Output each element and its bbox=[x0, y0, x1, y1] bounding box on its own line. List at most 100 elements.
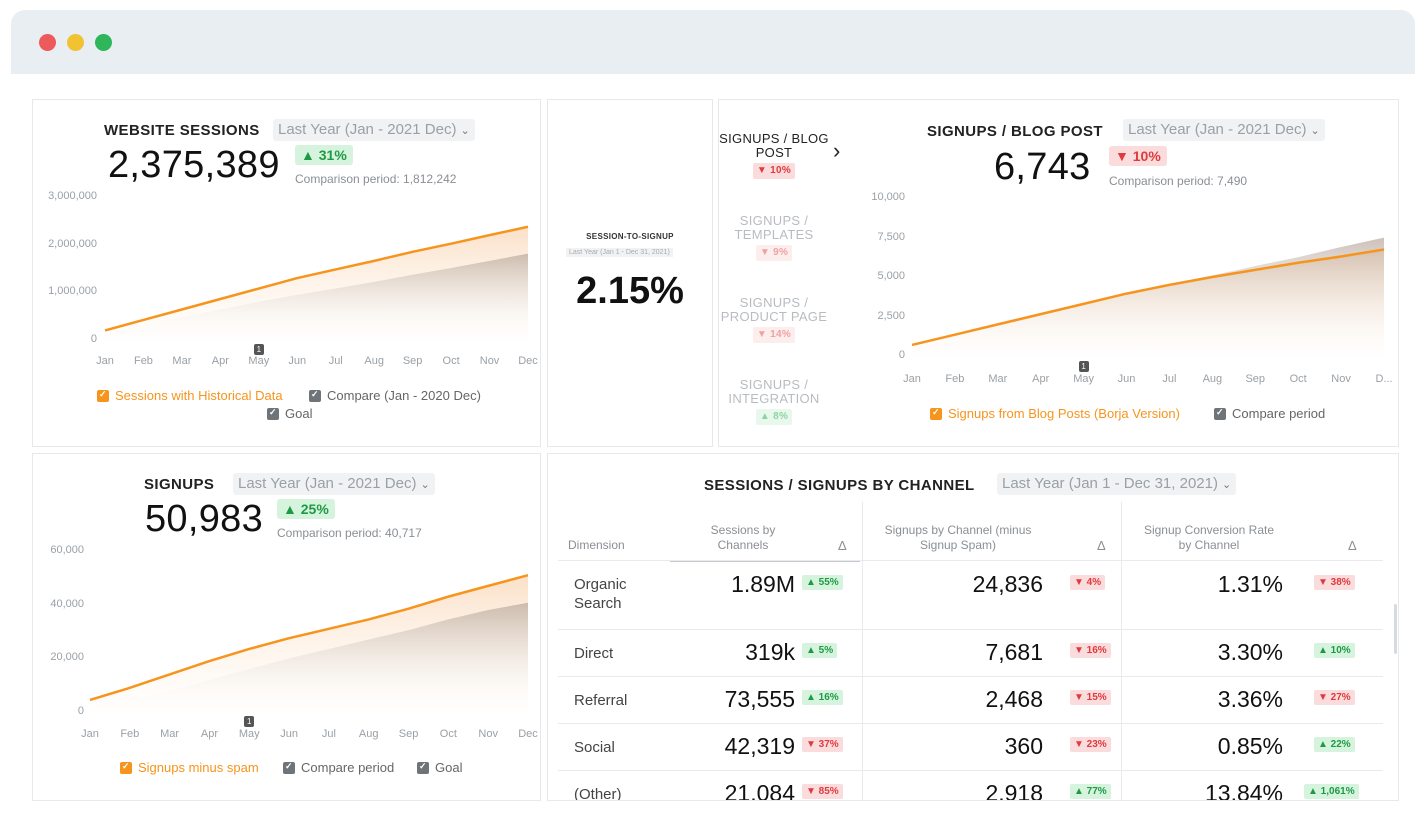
column-divider bbox=[862, 502, 863, 800]
period-selector[interactable]: Last Year (Jan 1 - Dec 31, 2021) ⌄ bbox=[997, 473, 1237, 495]
dimension-line: Search bbox=[574, 595, 622, 612]
annotation-marker-icon[interactable]: 1 bbox=[244, 716, 255, 727]
legend-item-blog-posts[interactable]: Signups from Blog Posts (Borja Version) bbox=[930, 406, 1180, 421]
signups-card: SIGNUPS Last Year (Jan - 2021 Dec) ⌄ 50,9… bbox=[32, 453, 541, 801]
delta-icon: Δ bbox=[1097, 538, 1106, 553]
x-tick-label: Sep bbox=[398, 728, 419, 740]
column-divider bbox=[1121, 502, 1122, 800]
legend-item-goal[interactable]: Goal bbox=[267, 406, 312, 421]
legend-item-goal[interactable]: Goal bbox=[417, 760, 462, 775]
compare-area bbox=[90, 602, 528, 712]
y-tick-label: 3,000,000 bbox=[48, 190, 97, 202]
x-tick-label: Dec bbox=[518, 355, 538, 367]
sort-indicator bbox=[670, 560, 860, 562]
chevron-right-icon[interactable]: › bbox=[833, 138, 841, 163]
sessions-chart: 3,000,000 2,000,000 1,000,000 0 Jan Feb Mar Apr… bbox=[33, 100, 542, 448]
period-selector[interactable]: Last Year (Jan - 2021 Dec) ⌄ bbox=[1123, 119, 1325, 141]
x-tick-label: Oct bbox=[439, 728, 457, 740]
x-tick-label: Aug bbox=[364, 355, 384, 367]
x-tick-label: Apr bbox=[211, 355, 229, 367]
column-header-signups[interactable]: Signups by Channel (minus Signup Spam) bbox=[873, 523, 1043, 553]
x-tick-label: Nov bbox=[479, 355, 500, 367]
table-row[interactable]: Referral 73,555 ▲ 16% 2,468 ▼ 15% 3.36% … bbox=[558, 676, 1383, 723]
annotation-marker-icon[interactable]: 1 bbox=[1078, 361, 1089, 372]
checkbox-icon bbox=[120, 761, 132, 774]
checkbox-icon bbox=[417, 761, 429, 774]
sessions-change: ▲ 16% bbox=[802, 690, 843, 705]
signups-value: 2,468 bbox=[985, 686, 1043, 712]
period-label: Last Year (Jan - 2021 Dec) bbox=[1128, 121, 1307, 138]
y-tick-label: 0 bbox=[898, 349, 905, 361]
row-dimension: (Other) bbox=[574, 786, 622, 801]
y-tick-label: 1,000,000 bbox=[48, 285, 97, 298]
nav-item-templates[interactable]: SIGNUPS / TEMPLATES ▼ 9% bbox=[719, 214, 829, 261]
period-label: Last Year (Jan - 2021 Dec) bbox=[278, 121, 457, 138]
delta-icon: Δ bbox=[838, 538, 847, 553]
sessions-change: ▼ 85% bbox=[802, 784, 843, 799]
x-tick-label: Jan bbox=[96, 355, 114, 367]
period-label: Last Year (Jan 1 - Dec 31, 2021) bbox=[1002, 475, 1218, 492]
period-selector[interactable]: Last Year (Jan - 2021 Dec) ⌄ bbox=[233, 473, 435, 495]
scrollbar[interactable] bbox=[1394, 604, 1397, 654]
header-line: Signup Conversion Rate bbox=[1143, 523, 1275, 537]
column-header-conversion[interactable]: Signup Conversion Rate by Channel bbox=[1134, 523, 1284, 553]
x-tick-label: May bbox=[248, 355, 270, 367]
series-line[interactable] bbox=[911, 248, 1385, 347]
channel-table-card: SESSIONS / SIGNUPS BY CHANNEL Last Year … bbox=[547, 453, 1399, 801]
y-tick-label: 7,500 bbox=[877, 230, 905, 243]
chevron-down-icon: ⌄ bbox=[420, 479, 430, 491]
nav-item-badge: ▼ 10% bbox=[752, 163, 796, 179]
card-title: SESSION-TO-SIGNUP bbox=[586, 232, 674, 241]
table-row[interactable]: (Other) 21,084 ▼ 85% 2,918 ▲ 77% 13.84% … bbox=[558, 770, 1383, 801]
card-title: SESSIONS / SIGNUPS BY CHANNEL bbox=[704, 477, 975, 494]
column-header-sessions[interactable]: Sessions by Channels bbox=[698, 523, 788, 553]
sessions-change: ▲ 55% bbox=[802, 575, 843, 590]
conversion-change: ▼ 27% bbox=[1314, 690, 1355, 705]
x-tick-label: Jul bbox=[328, 355, 343, 367]
maximize-window-button[interactable] bbox=[95, 34, 112, 51]
table-row[interactable]: Social 42,319 ▼ 37% 360 ▼ 23% 0.85% ▲ 22… bbox=[558, 723, 1383, 770]
signups-change: ▲ 77% bbox=[1070, 784, 1111, 799]
nav-item-blog-post[interactable]: SIGNUPS / BLOG POST ▼ 10% bbox=[719, 132, 829, 179]
sessions-value: 21,084 bbox=[724, 780, 795, 801]
x-tick-label: D... bbox=[1375, 373, 1393, 385]
period-selector[interactable]: Last Year (Jan - 2021 Dec) ⌄ bbox=[273, 119, 475, 141]
x-tick-label: May bbox=[238, 728, 260, 740]
x-tick-label: Jun bbox=[288, 355, 307, 367]
conversion-value: 0.85% bbox=[1217, 733, 1283, 759]
legend-item-compare[interactable]: Compare period bbox=[283, 760, 394, 775]
card-title: SIGNUPS / BLOG POST bbox=[927, 123, 1103, 140]
legend-item-compare[interactable]: Compare (Jan - 2020 Dec) bbox=[309, 388, 481, 403]
series-line[interactable] bbox=[89, 573, 529, 702]
legend-item-sessions[interactable]: Sessions with Historical Data bbox=[97, 388, 283, 403]
series-line[interactable] bbox=[104, 225, 529, 332]
x-tick-label: Feb bbox=[133, 355, 153, 367]
x-tick-label: May bbox=[1073, 373, 1095, 385]
nav-item-integration[interactable]: SIGNUPS / INTEGRATION ▲ 8% bbox=[719, 378, 829, 425]
nav-item-badge: ▲ 8% bbox=[755, 409, 793, 425]
nav-item-product-page[interactable]: SIGNUPS / PRODUCT PAGE ▼ 14% bbox=[719, 296, 829, 343]
legend-item-compare[interactable]: Compare period bbox=[1214, 406, 1325, 421]
comparison-text: Comparison period: 1,812,242 bbox=[295, 172, 457, 186]
x-tick-label: Mar bbox=[988, 373, 1008, 385]
column-header-dimension[interactable]: Dimension bbox=[568, 538, 625, 552]
y-tick-label: 10,000 bbox=[871, 191, 905, 203]
annotation-marker-icon[interactable]: 1 bbox=[253, 344, 264, 355]
conversion-change: ▲ 22% bbox=[1314, 737, 1355, 752]
delta-icon: Δ bbox=[1348, 538, 1357, 553]
period-selector[interactable]: Last Year (Jan 1 - Dec 31, 2021) bbox=[566, 248, 673, 257]
legend-item-signups[interactable]: Signups minus spam bbox=[120, 760, 259, 775]
signups-value: 7,681 bbox=[985, 639, 1043, 665]
table-row[interactable]: Direct 319k ▲ 5% 7,681 ▼ 16% 3.30% ▲ 10% bbox=[558, 629, 1383, 676]
y-tick-label: 40,000 bbox=[50, 597, 84, 610]
close-window-button[interactable] bbox=[39, 34, 56, 51]
legend-label: Signups minus spam bbox=[138, 760, 259, 775]
x-tick-label: Apr bbox=[1032, 373, 1050, 385]
y-tick-label: 20,000 bbox=[50, 651, 84, 664]
header-line: Sessions by bbox=[710, 523, 776, 537]
website-sessions-card: WEBSITE SESSIONS Last Year (Jan - 2021 D… bbox=[32, 99, 541, 447]
y-tick-label: 5,000 bbox=[877, 270, 905, 282]
table-row[interactable]: Organic Search 1.89M ▲ 55% 24,836 ▼ 4% 1.… bbox=[558, 560, 1383, 629]
minimize-window-button[interactable] bbox=[67, 34, 84, 51]
x-tick-label: Nov bbox=[478, 728, 498, 740]
